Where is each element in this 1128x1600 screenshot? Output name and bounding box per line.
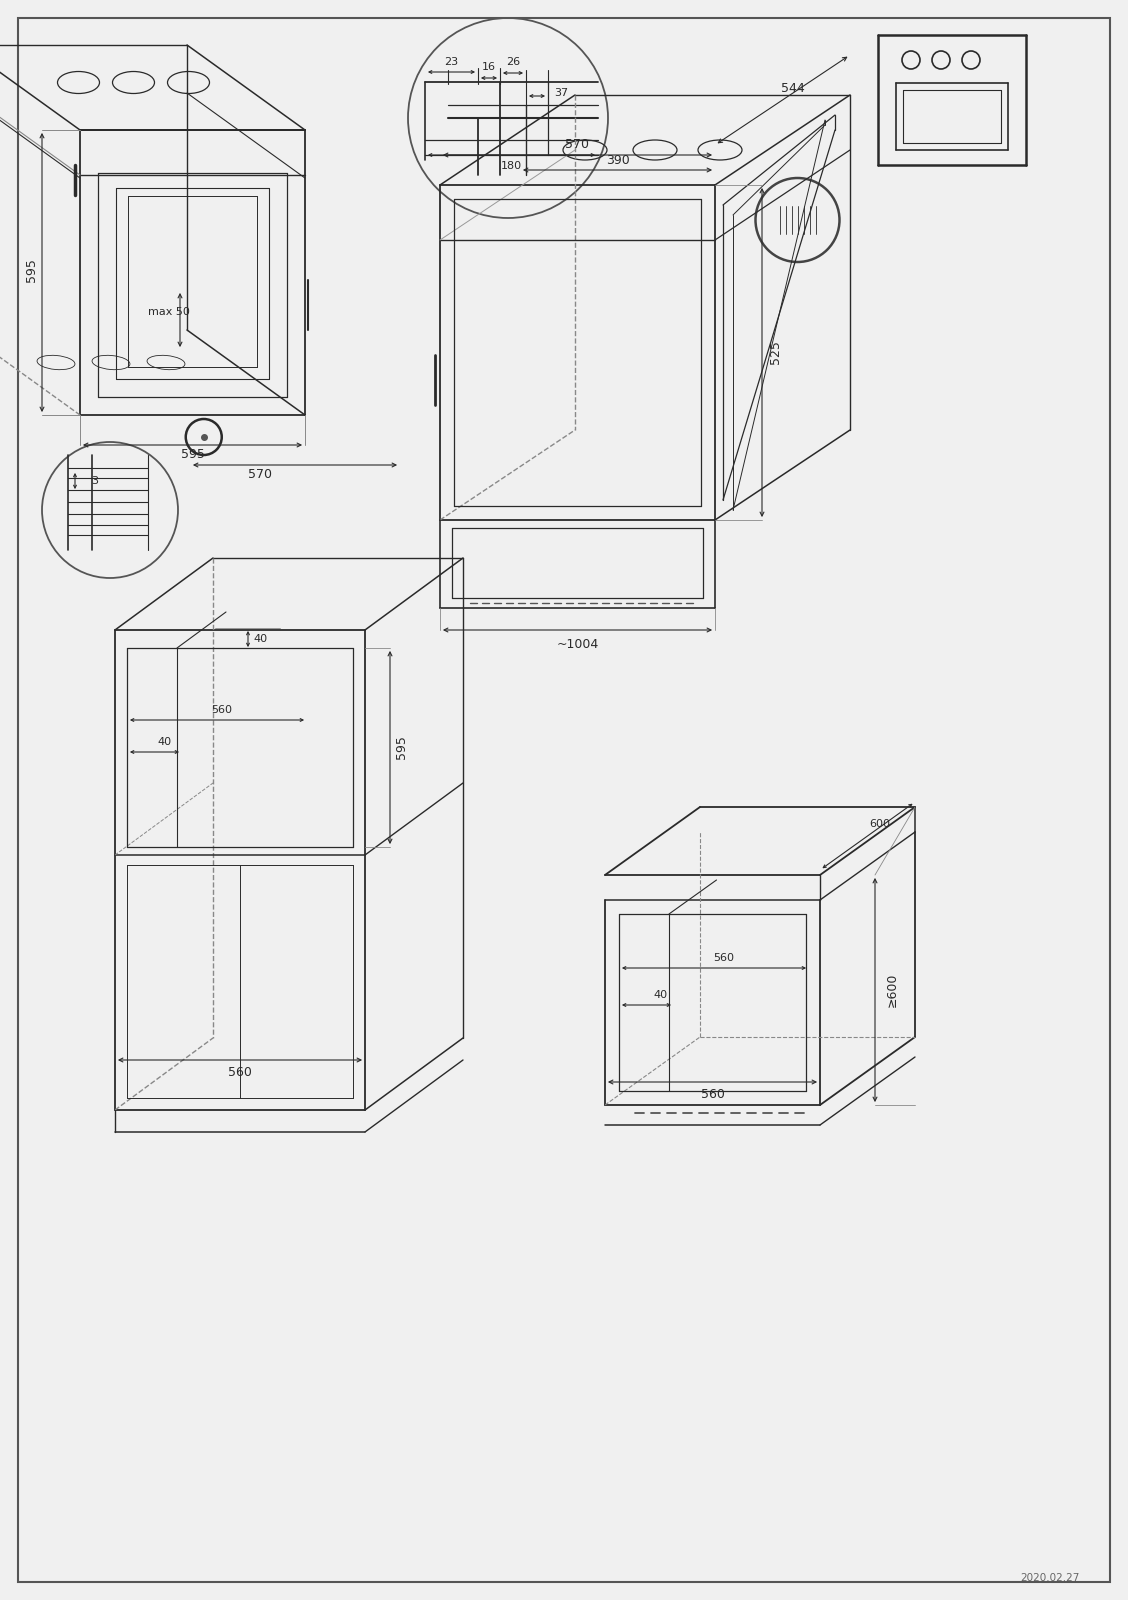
Text: 2020.02.27: 2020.02.27 (1021, 1573, 1079, 1582)
Text: 560: 560 (212, 706, 232, 715)
Text: 570: 570 (248, 469, 272, 482)
Text: 525: 525 (768, 341, 782, 365)
Text: 390: 390 (606, 154, 629, 166)
Text: 23: 23 (444, 58, 458, 67)
Text: 595: 595 (26, 258, 38, 282)
Text: 16: 16 (482, 62, 496, 72)
Text: ≥600: ≥600 (885, 973, 899, 1006)
Text: 560: 560 (714, 954, 734, 963)
Text: 3: 3 (91, 477, 98, 486)
Text: ~1004: ~1004 (556, 638, 599, 651)
Text: 595: 595 (396, 736, 408, 760)
Text: 544: 544 (781, 82, 804, 94)
Text: 40: 40 (158, 738, 173, 747)
Text: 595: 595 (180, 448, 204, 461)
Text: 570: 570 (565, 139, 590, 152)
Text: 40: 40 (654, 990, 668, 1000)
Text: 560: 560 (228, 1067, 252, 1080)
Text: 180: 180 (501, 162, 521, 171)
Text: 560: 560 (700, 1088, 724, 1101)
Text: 37: 37 (554, 88, 569, 98)
Text: 40: 40 (253, 634, 267, 643)
Text: 26: 26 (506, 58, 520, 67)
Text: 600: 600 (869, 819, 890, 829)
Text: max 50: max 50 (148, 307, 190, 317)
